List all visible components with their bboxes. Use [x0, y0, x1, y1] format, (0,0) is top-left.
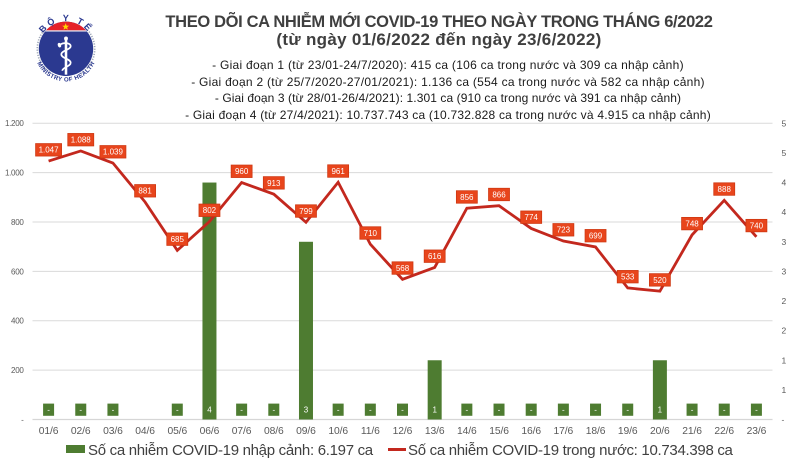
svg-text:21/6: 21/6 [682, 426, 702, 437]
svg-text:18/6: 18/6 [586, 426, 606, 437]
svg-text:520: 520 [653, 276, 667, 285]
svg-text:-: - [755, 405, 758, 414]
svg-text:-: - [466, 405, 469, 414]
svg-text:12/6: 12/6 [393, 426, 413, 437]
svg-text:600: 600 [11, 267, 24, 276]
svg-text:19/6: 19/6 [618, 426, 638, 437]
svg-text:02/6: 02/6 [71, 426, 91, 437]
svg-text:14/6: 14/6 [457, 426, 477, 437]
svg-text:-: - [594, 405, 597, 414]
svg-text:2: 2 [782, 326, 787, 336]
svg-text:13/6: 13/6 [425, 426, 445, 437]
svg-text:723: 723 [557, 226, 571, 235]
svg-text:913: 913 [267, 179, 281, 188]
svg-text:22/6: 22/6 [714, 426, 734, 437]
svg-text:4: 4 [782, 207, 787, 217]
svg-text:5: 5 [782, 118, 787, 128]
svg-text:961: 961 [331, 167, 345, 176]
svg-text:1.200: 1.200 [5, 119, 24, 128]
svg-text:1: 1 [658, 405, 663, 414]
svg-text:-: - [240, 405, 243, 414]
svg-text:-: - [498, 405, 501, 414]
svg-text:888: 888 [718, 185, 732, 194]
svg-text:400: 400 [11, 317, 24, 326]
svg-text:-: - [691, 405, 694, 414]
svg-text:5: 5 [782, 148, 787, 158]
svg-text:856: 856 [460, 193, 474, 202]
svg-text:866: 866 [492, 190, 506, 199]
svg-text:3: 3 [782, 266, 787, 276]
svg-text:800: 800 [11, 218, 24, 227]
svg-text:-: - [562, 405, 565, 414]
svg-text:802: 802 [203, 206, 217, 215]
svg-text:200: 200 [11, 366, 24, 375]
svg-text:23/6: 23/6 [747, 426, 767, 437]
svg-text:799: 799 [299, 207, 313, 216]
svg-text:616: 616 [428, 252, 442, 261]
svg-text:-: - [176, 405, 179, 414]
svg-text:533: 533 [621, 273, 635, 282]
svg-text:09/6: 09/6 [296, 426, 316, 437]
svg-text:07/6: 07/6 [232, 426, 252, 437]
svg-text:08/6: 08/6 [264, 426, 284, 437]
svg-text:03/6: 03/6 [103, 426, 123, 437]
svg-text:1.039: 1.039 [103, 148, 124, 157]
svg-text:-: - [369, 405, 372, 414]
svg-text:710: 710 [364, 229, 378, 238]
svg-text:-: - [723, 405, 726, 414]
svg-text:20/6: 20/6 [650, 426, 670, 437]
svg-text:10/6: 10/6 [328, 426, 348, 437]
svg-text:3: 3 [304, 405, 309, 414]
svg-text:11/6: 11/6 [361, 426, 380, 437]
svg-text:748: 748 [685, 220, 699, 229]
svg-text:17/6: 17/6 [554, 426, 574, 437]
svg-text:4: 4 [782, 178, 787, 188]
svg-text:685: 685 [171, 235, 185, 244]
svg-text:568: 568 [396, 264, 410, 273]
svg-text:3: 3 [782, 237, 787, 247]
svg-text:1.088: 1.088 [71, 136, 92, 145]
svg-text:-: - [47, 405, 50, 414]
svg-text:06/6: 06/6 [200, 426, 220, 437]
svg-text:-: - [530, 405, 533, 414]
svg-text:04/6: 04/6 [135, 426, 155, 437]
svg-text:960: 960 [235, 167, 249, 176]
svg-text:699: 699 [589, 232, 603, 241]
svg-text:15/6: 15/6 [489, 426, 509, 437]
svg-text:-: - [21, 415, 24, 424]
svg-text:1.047: 1.047 [39, 146, 60, 155]
svg-text:05/6: 05/6 [167, 426, 187, 437]
svg-text:01/6: 01/6 [39, 426, 59, 437]
svg-text:-: - [79, 405, 82, 414]
svg-text:740: 740 [750, 221, 764, 230]
svg-text:1: 1 [782, 355, 787, 365]
svg-text:-: - [272, 405, 275, 414]
svg-text:1.000: 1.000 [5, 169, 24, 178]
svg-text:-: - [112, 405, 115, 414]
svg-text:16/6: 16/6 [521, 426, 541, 437]
svg-text:4: 4 [207, 405, 212, 414]
svg-text:-: - [782, 415, 785, 425]
svg-text:-: - [626, 405, 629, 414]
svg-text:-: - [401, 405, 404, 414]
svg-text:1: 1 [432, 405, 437, 414]
svg-text:774: 774 [525, 213, 539, 222]
svg-text:2: 2 [782, 296, 787, 306]
svg-text:-: - [337, 405, 340, 414]
svg-text:1: 1 [782, 385, 787, 395]
svg-text:881: 881 [138, 187, 152, 196]
